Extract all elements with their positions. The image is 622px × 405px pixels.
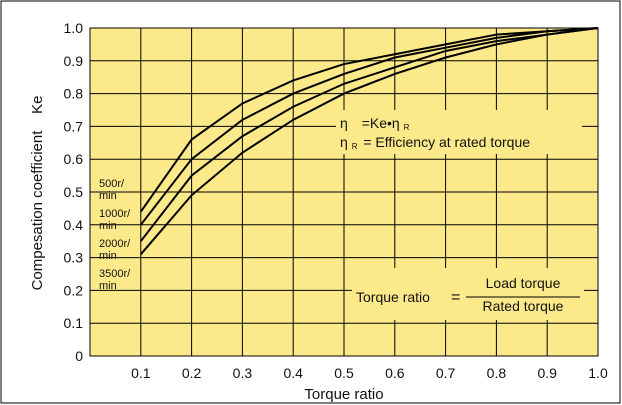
series-label: min [99, 280, 117, 292]
eta-formula-subscript: R [404, 123, 410, 132]
y-axis-label: Compesation coefficient Ke [29, 96, 46, 291]
x-tick-label: 1.0 [588, 365, 608, 381]
series-label: 3500r/ [99, 268, 131, 280]
x-axis-label: Torque ratio [304, 386, 383, 403]
ratio-equals: = [451, 289, 460, 306]
y-tick-label: 0.5 [64, 184, 84, 200]
series-label: min [99, 220, 117, 232]
eta-r-subscript: R [352, 142, 358, 151]
y-tick-label: 0.6 [64, 151, 84, 167]
y-tick-label: 1.0 [64, 20, 84, 36]
series-label: 2000r/ [99, 238, 131, 250]
x-tick-label: 0.9 [537, 365, 557, 381]
series-label: min [99, 250, 117, 262]
eta-r-definition: η R = Efficiency at rated torque [340, 134, 530, 152]
x-tick-label: 0.1 [131, 365, 151, 381]
eta-formula-rhs: =Ke•η [362, 115, 400, 131]
y-tick-label: 0.3 [64, 250, 84, 266]
y-tick-label: 0.8 [64, 86, 84, 102]
series-label: 500r/ [99, 178, 125, 190]
x-tick-label: 0.5 [334, 365, 354, 381]
ratio-label: Torque ratio [356, 289, 430, 305]
eta-formula: η =Ke•η R [340, 115, 410, 132]
eta-symbol: η [340, 115, 348, 131]
series-label: min [99, 190, 117, 202]
y-tick-label: 0.7 [64, 118, 84, 134]
series-label: 1000r/ [99, 208, 131, 220]
x-tick-label: 0.6 [385, 365, 405, 381]
x-tick-label: 0.3 [233, 365, 253, 381]
x-tick-label: 0.8 [487, 365, 507, 381]
y-tick-label: 0.4 [64, 217, 84, 233]
x-tick-label: 0.4 [283, 365, 303, 381]
x-tick-label: 0.7 [436, 365, 456, 381]
y-tick-label: 0.9 [64, 53, 84, 69]
y-tick-label: 0.2 [64, 282, 84, 298]
eta-r-symbol: η [340, 134, 348, 150]
eta-r-text: = Efficiency at rated torque [363, 134, 530, 150]
ratio-denominator: Rated torque [483, 298, 564, 314]
y-tick-label: 0 [75, 348, 83, 364]
x-tick-label: 0.2 [182, 365, 202, 381]
ratio-numerator: Load torque [486, 275, 561, 291]
y-tick-label: 0.1 [64, 315, 84, 331]
